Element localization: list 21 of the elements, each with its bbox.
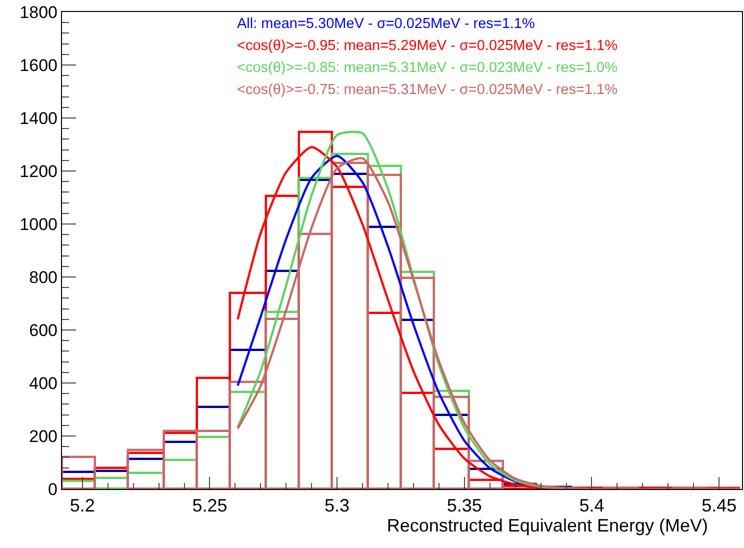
text: All: mean=5.30MeV - σ=0.025MeV - res=1.1% (237, 16, 535, 32)
x-tick-label: 5.4 (579, 496, 604, 516)
text: <cos(θ)>=-0.85: mean=5.31MeV - σ=0.023MeV - res=1.0% (237, 60, 618, 76)
y-tick-label: 0 (48, 480, 58, 499)
x-tick-label: 5.25 (192, 496, 228, 516)
y-tick-label: 600 (29, 320, 58, 340)
y-tick-label: 1000 (20, 214, 58, 234)
text: <cos(θ)>=-0.75: mean=5.31MeV - σ=0.025MeV - res=1.1% (237, 82, 618, 98)
y-tick-label: 200 (29, 426, 58, 446)
x-tick-label: 5.2 (70, 496, 95, 516)
x-axis-title: Reconstructed Equivalent Energy (MeV) (386, 516, 708, 536)
x-tick-label: 5.35 (446, 496, 482, 516)
text: <cos(θ)>=-0.95: mean=5.29MeV - σ=0.025MeV - res=1.1% (237, 38, 618, 54)
x-tick-label: 5.3 (324, 496, 350, 516)
y-tick-label: 1400 (20, 108, 58, 128)
y-tick-label: 1600 (20, 56, 58, 75)
y-tick-label: 1200 (20, 162, 58, 181)
x-tick-label: 5.45 (702, 496, 737, 516)
y-tick-label: 800 (29, 268, 58, 287)
y-tick-label: 400 (29, 374, 58, 393)
y-tick-label: 1800 (20, 2, 58, 22)
